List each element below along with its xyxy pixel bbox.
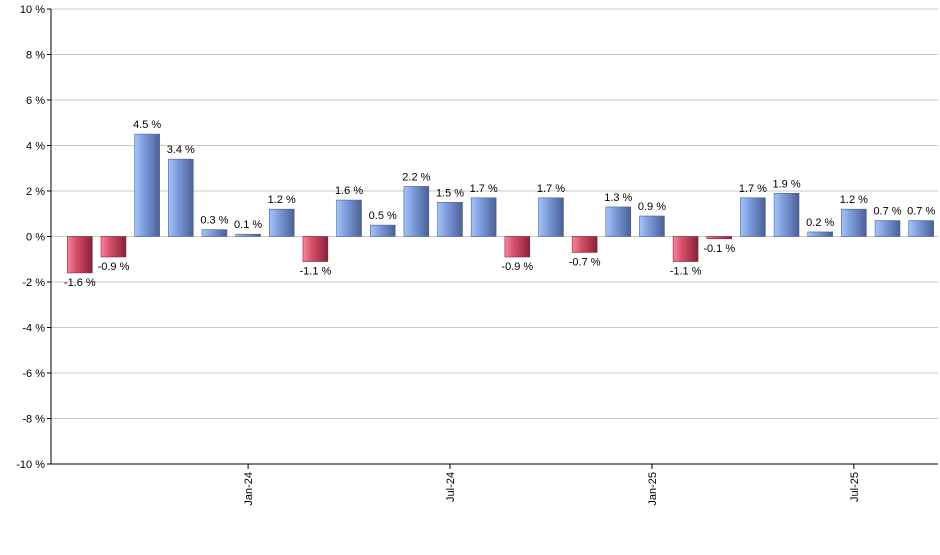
bar-value-label: 0.9 %	[638, 201, 666, 213]
bar	[538, 197, 564, 237]
bar-value-label: 0.5 %	[369, 210, 397, 222]
y-tick-label: -8 %	[22, 414, 45, 426]
bar-value-label: -1.1 %	[670, 266, 702, 278]
y-tick-label: 6 %	[26, 95, 45, 107]
bar-value-label: 4.5 %	[133, 119, 161, 131]
y-tick-label: -6 %	[22, 368, 45, 380]
bar	[168, 158, 194, 237]
y-tick-label: 10 %	[20, 4, 45, 16]
bar-value-label: -1.6 %	[64, 277, 96, 289]
bar	[302, 236, 329, 262]
bar	[672, 236, 699, 262]
bar-value-label: 1.9 %	[772, 178, 800, 190]
bar	[740, 197, 766, 237]
y-axis-ticks: 10 % 8 % 6 % 4 % 2 % 0 % -2 % -4 % -6 % -8 % -10 %	[16, 4, 51, 471]
bar-value-label: 2.2 %	[402, 171, 430, 183]
bar-value-label: -0.9 %	[501, 261, 533, 273]
y-tick-label: 4 %	[26, 141, 45, 153]
bar-value-label: 1.2 %	[840, 194, 868, 206]
bar	[571, 236, 598, 253]
bars	[67, 133, 934, 274]
bar-value-label: -0.7 %	[569, 256, 601, 268]
bar-value-label: 1.7 %	[537, 183, 565, 195]
bar-value-label: 1.6 %	[335, 185, 363, 197]
y-tick-label: -2 %	[22, 277, 45, 289]
x-tick-label: Jan-25	[647, 472, 659, 506]
x-tick-label: Jan-24	[243, 472, 255, 506]
y-tick-label: -4 %	[22, 323, 45, 335]
bar-value-label: 0.2 %	[806, 217, 834, 229]
bar	[201, 229, 228, 237]
bar-value-label: 1.7 %	[739, 183, 767, 195]
y-tick-label: 2 %	[26, 186, 45, 198]
bar-value-label: 0.7 %	[907, 206, 935, 218]
bar	[268, 208, 295, 237]
y-tick-label: -10 %	[16, 459, 45, 471]
y-tick-label: 8 %	[26, 50, 45, 62]
bar-value-label: 3.4 %	[167, 144, 195, 156]
x-axis-ticks: Jan-24 Jul-24 Jan-25 Jul-25	[243, 464, 861, 506]
bar	[639, 215, 665, 237]
bar	[336, 199, 362, 237]
bar-value-label: 1.2 %	[268, 194, 296, 206]
bar	[235, 233, 261, 237]
bar	[807, 231, 833, 237]
bar-value-label: -1.1 %	[300, 266, 332, 278]
bar-value-label: 1.5 %	[436, 187, 464, 199]
axes	[50, 9, 938, 465]
bar	[470, 197, 497, 237]
bar-value-label: 1.3 %	[604, 192, 632, 204]
x-tick-label: Jul-24	[445, 472, 457, 502]
bar	[67, 236, 93, 274]
bar	[908, 220, 934, 237]
bar	[504, 236, 531, 258]
bar-value-label: 0.7 %	[873, 206, 901, 218]
bar-value-label: 0.3 %	[200, 215, 228, 227]
bar	[706, 236, 733, 240]
data-labels: -1.6 %-0.9 %4.5 %3.4 %0.3 % 0.1 %1.2 %-1.…	[64, 119, 936, 289]
y-tick-label: 0 %	[26, 232, 45, 244]
bar	[437, 202, 463, 237]
bar-value-label: -0.9 %	[98, 261, 130, 273]
bar	[841, 208, 867, 237]
bar-value-label: -0.1 %	[703, 243, 735, 255]
bar	[100, 236, 127, 258]
bar-value-label: 0.1 %	[234, 219, 262, 231]
bar	[874, 220, 901, 237]
bar	[369, 224, 396, 237]
bar-value-label: 1.7 %	[470, 183, 498, 195]
bar	[605, 206, 632, 237]
bar	[134, 133, 160, 237]
bar	[773, 192, 800, 237]
x-tick-label: Jul-25	[849, 472, 861, 502]
bar	[403, 186, 430, 237]
